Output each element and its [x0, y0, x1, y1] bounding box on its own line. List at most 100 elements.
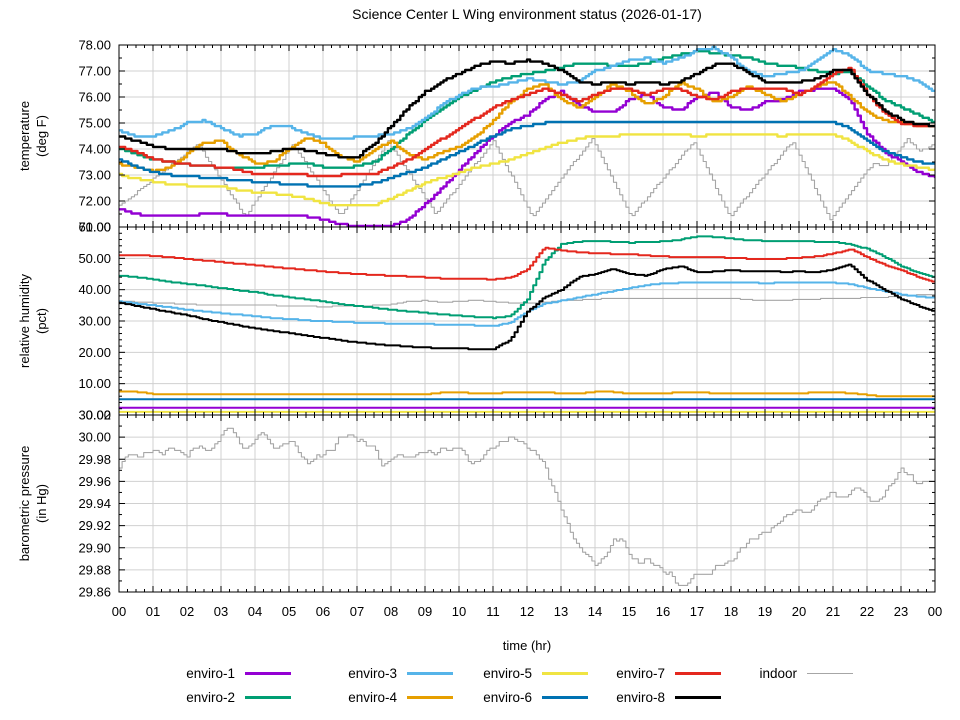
- y-tick-label-temperature: 77.00: [78, 64, 111, 79]
- legend-swatch-enviro-2: [245, 696, 291, 699]
- legend-item-enviro-4: enviro-4: [307, 690, 453, 708]
- y-tick-label-barometric-pressure: 30.02: [78, 408, 111, 423]
- series-enviro-5-temperature: [119, 133, 935, 207]
- y-tick-label-barometric-pressure: 29.92: [78, 518, 111, 533]
- y-tick-label-temperature: 78.00: [78, 38, 111, 53]
- series-enviro-8-relative-humidity: [119, 263, 935, 351]
- series-indoor-relative-humidity: [119, 294, 935, 308]
- y-tick-label-temperature: 76.00: [78, 90, 111, 105]
- x-tick-label: 03: [214, 604, 228, 619]
- y-tick-label-relative-humidity: 60.00: [78, 220, 111, 235]
- legend-swatch-enviro-3: [407, 672, 453, 675]
- series-enviro-2-temperature: [119, 50, 935, 169]
- legend-item-enviro-8: enviro-8: [575, 690, 721, 708]
- tick-marks-barometric-pressure: [118, 414, 936, 593]
- series-group-barometric-pressure: [119, 427, 935, 586]
- legend-label-enviro-3: enviro-3: [348, 666, 397, 681]
- legend-label-indoor: indoor: [759, 666, 797, 681]
- x-tick-label: 19: [758, 604, 772, 619]
- series-enviro-4-temperature: [119, 81, 935, 174]
- legend-item-enviro-5: enviro-5: [442, 666, 588, 684]
- y-tick-label-barometric-pressure: 30.00: [78, 430, 111, 445]
- y-tick-label-barometric-pressure: 29.90: [78, 540, 111, 555]
- y-tick-label-relative-humidity: 40.00: [78, 282, 111, 297]
- gridlines-barometric-pressure: [118, 414, 936, 593]
- legend-label-enviro-5: enviro-5: [483, 666, 532, 681]
- legend-label-enviro-2: enviro-2: [186, 690, 235, 705]
- y-tick-label-barometric-pressure: 29.94: [78, 496, 111, 511]
- y-tick-label-relative-humidity: 30.00: [78, 314, 111, 329]
- series-enviro-7-relative-humidity: [119, 246, 935, 283]
- legend-swatch-enviro-7: [675, 672, 721, 675]
- series-group-temperature: [119, 45, 935, 227]
- legend-item-enviro-6: enviro-6: [442, 690, 588, 708]
- legend-item-enviro-2: enviro-2: [145, 690, 291, 708]
- y-tick-label-barometric-pressure: 29.98: [78, 452, 111, 467]
- chart-title: Science Center L Wing environment status…: [352, 6, 702, 22]
- series-enviro-4-relative-humidity: [119, 390, 935, 398]
- legend-label-enviro-4: enviro-4: [348, 690, 397, 705]
- x-tick-label: 12: [520, 604, 534, 619]
- legend-swatch-enviro-8: [675, 696, 721, 699]
- series-indoor-temperature: [119, 138, 935, 221]
- y-tick-label-temperature: 74.00: [78, 142, 111, 157]
- y-tick-label-temperature: 75.00: [78, 116, 111, 131]
- gridlines-relative-humidity: [118, 226, 936, 416]
- y-axis-label-relative-humidity: relative humidity (pct): [17, 274, 49, 368]
- x-tick-label: 20: [792, 604, 806, 619]
- legend-item-indoor: indoor: [707, 666, 853, 684]
- y-axis-label-temperature: temperature (deg F): [17, 101, 49, 171]
- x-tick-label: 00: [928, 604, 942, 619]
- chart-canvas: 78.00 77.00 76.00 75.00 74.00 73.00 72.00 71.00…: [17, 38, 942, 620]
- x-tick-label: 14: [588, 604, 602, 619]
- y-tick-label-relative-humidity: 20.00: [78, 345, 111, 360]
- x-tick-label: 23: [894, 604, 908, 619]
- x-tick-label: 21: [826, 604, 840, 619]
- x-tick-label: 08: [384, 604, 398, 619]
- x-tick-label: 22: [860, 604, 874, 619]
- legend-swatch-indoor: [807, 673, 853, 674]
- y-tick-label-relative-humidity: 0.00: [86, 408, 111, 423]
- y-tick-label-temperature: 72.00: [78, 194, 111, 209]
- y-tick-label-relative-humidity: 10.00: [78, 376, 111, 391]
- series-indoor-barometric-pressure: [119, 427, 935, 586]
- series-enviro-2-relative-humidity: [119, 235, 935, 320]
- x-tick-label: 01: [146, 604, 160, 619]
- series-enviro-7-temperature: [119, 66, 935, 178]
- y-tick-label-barometric-pressure: 29.88: [78, 562, 111, 577]
- legend-swatch-enviro-1: [245, 672, 291, 675]
- x-tick-label: 09: [418, 604, 432, 619]
- legend-label-enviro-8: enviro-8: [616, 690, 665, 705]
- legend-label-enviro-1: enviro-1: [186, 666, 235, 681]
- legend-item-enviro-7: enviro-7: [575, 666, 721, 684]
- legend-item-enviro-1: enviro-1: [145, 666, 291, 684]
- tick-marks-relative-humidity: [118, 226, 936, 416]
- x-tick-label: 18: [724, 604, 738, 619]
- x-tick-label: 06: [316, 604, 330, 619]
- legend-swatch-enviro-5: [542, 672, 588, 675]
- legend-swatch-enviro-4: [407, 696, 453, 699]
- y-tick-label-temperature: 71.00: [78, 220, 111, 235]
- legend-item-enviro-3: enviro-3: [307, 666, 453, 684]
- x-tick-label: 02: [180, 604, 194, 619]
- series-enviro-3-temperature: [119, 45, 935, 140]
- x-tick-label: 11: [486, 604, 500, 619]
- x-tick-label: 05: [282, 604, 296, 619]
- x-tick-label: 15: [622, 604, 636, 619]
- x-tick-label: 00: [112, 604, 126, 619]
- legend-swatch-enviro-6: [542, 696, 588, 699]
- x-tick-label: 07: [350, 604, 364, 619]
- y-tick-label-barometric-pressure: 29.86: [78, 585, 111, 600]
- x-tick-label: 16: [656, 604, 670, 619]
- y-tick-label-relative-humidity: 50.00: [78, 251, 111, 266]
- legend-label-enviro-6: enviro-6: [483, 690, 532, 705]
- series-enviro-6-temperature: [119, 120, 935, 188]
- series-enviro-8-temperature: [119, 58, 935, 159]
- x-tick-label: 13: [554, 604, 568, 619]
- x-tick-label: 17: [690, 604, 704, 619]
- y-tick-label-temperature: 73.00: [78, 168, 111, 183]
- legend-label-enviro-7: enviro-7: [616, 666, 665, 681]
- x-axis-label: time (hr): [502, 638, 552, 653]
- y-axis-label-barometric-pressure: barometric pressure (in Hg): [17, 446, 49, 562]
